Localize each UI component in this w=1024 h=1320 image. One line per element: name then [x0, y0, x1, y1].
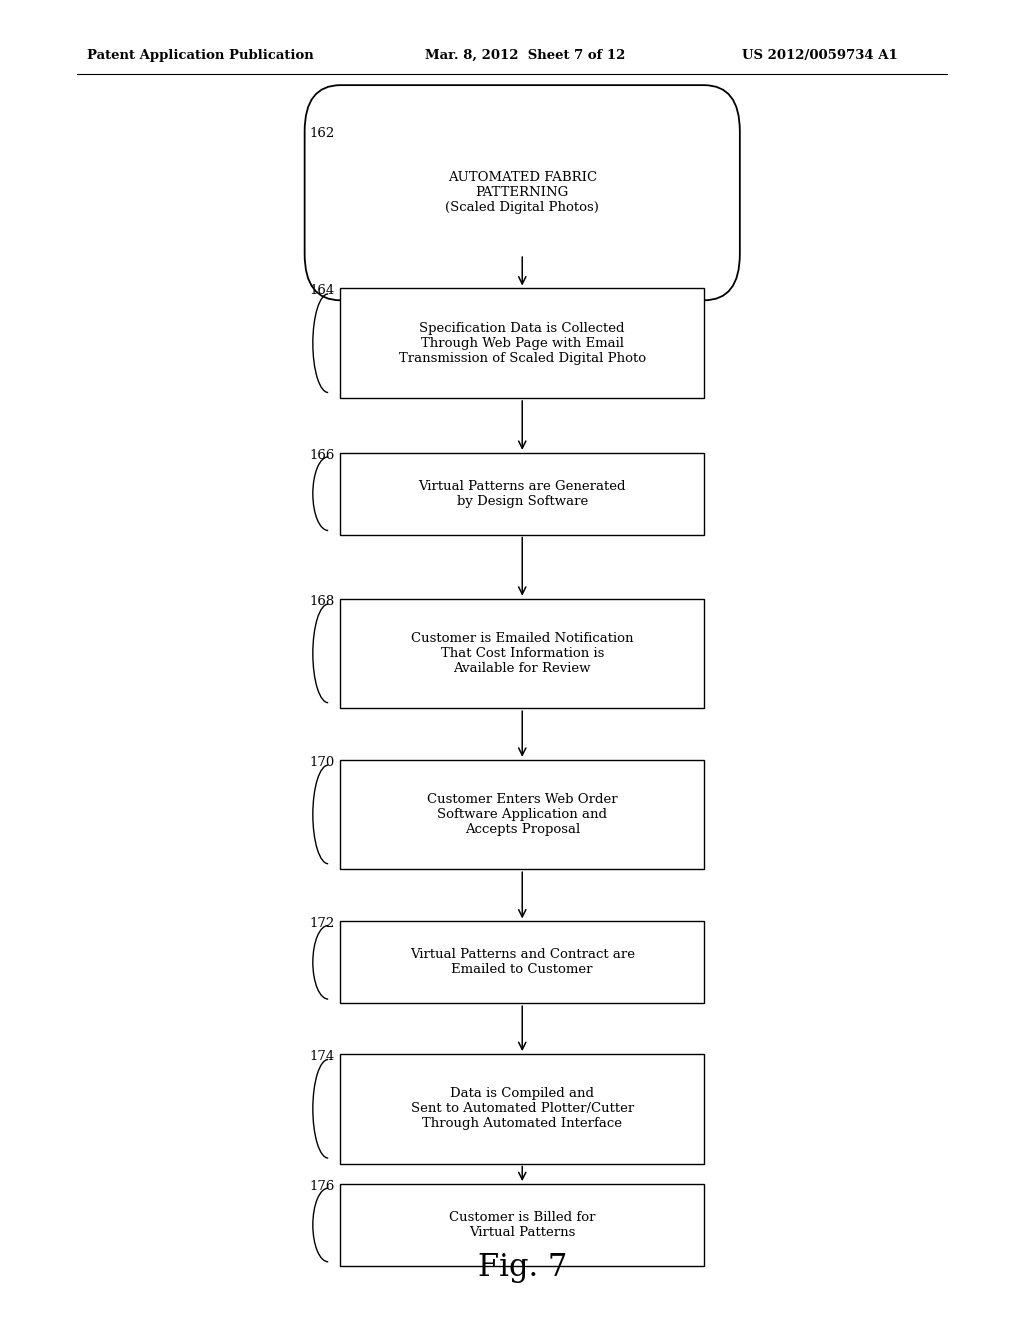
Text: 164: 164: [309, 285, 335, 297]
Text: US 2012/0059734 A1: US 2012/0059734 A1: [742, 49, 898, 62]
Text: 166: 166: [309, 449, 335, 462]
Bar: [340, 1053, 705, 1164]
Bar: [340, 759, 705, 869]
Bar: [340, 453, 705, 535]
Text: Specification Data is Collected
Through Web Page with Email
Transmission of Scal: Specification Data is Collected Through …: [398, 322, 646, 364]
Text: Fig. 7: Fig. 7: [477, 1251, 567, 1283]
Text: AUTOMATED FABRIC
PATTERNING
(Scaled Digital Photos): AUTOMATED FABRIC PATTERNING (Scaled Digi…: [445, 172, 599, 214]
Bar: [340, 1184, 705, 1266]
Text: 176: 176: [309, 1180, 335, 1193]
FancyBboxPatch shape: [305, 86, 739, 301]
Text: 170: 170: [309, 755, 335, 768]
Text: 174: 174: [309, 1051, 335, 1063]
Text: Patent Application Publication: Patent Application Publication: [87, 49, 313, 62]
Text: Customer is Emailed Notification
That Cost Information is
Available for Review: Customer is Emailed Notification That Co…: [411, 632, 634, 675]
Text: Virtual Patterns are Generated
by Design Software: Virtual Patterns are Generated by Design…: [419, 479, 626, 508]
Text: Customer Enters Web Order
Software Application and
Accepts Proposal: Customer Enters Web Order Software Appli…: [427, 793, 617, 836]
Bar: [340, 289, 705, 399]
Text: Data is Compiled and
Sent to Automated Plotter/Cutter
Through Automated Interfac: Data is Compiled and Sent to Automated P…: [411, 1088, 634, 1130]
Text: Mar. 8, 2012  Sheet 7 of 12: Mar. 8, 2012 Sheet 7 of 12: [425, 49, 626, 62]
Text: 168: 168: [309, 594, 335, 607]
Text: 172: 172: [309, 917, 335, 931]
Text: 162: 162: [309, 128, 335, 140]
Bar: [340, 921, 705, 1003]
Text: Virtual Patterns and Contract are
Emailed to Customer: Virtual Patterns and Contract are Emaile…: [410, 948, 635, 977]
Text: Customer is Billed for
Virtual Patterns: Customer is Billed for Virtual Patterns: [449, 1210, 596, 1239]
Bar: [340, 599, 705, 708]
